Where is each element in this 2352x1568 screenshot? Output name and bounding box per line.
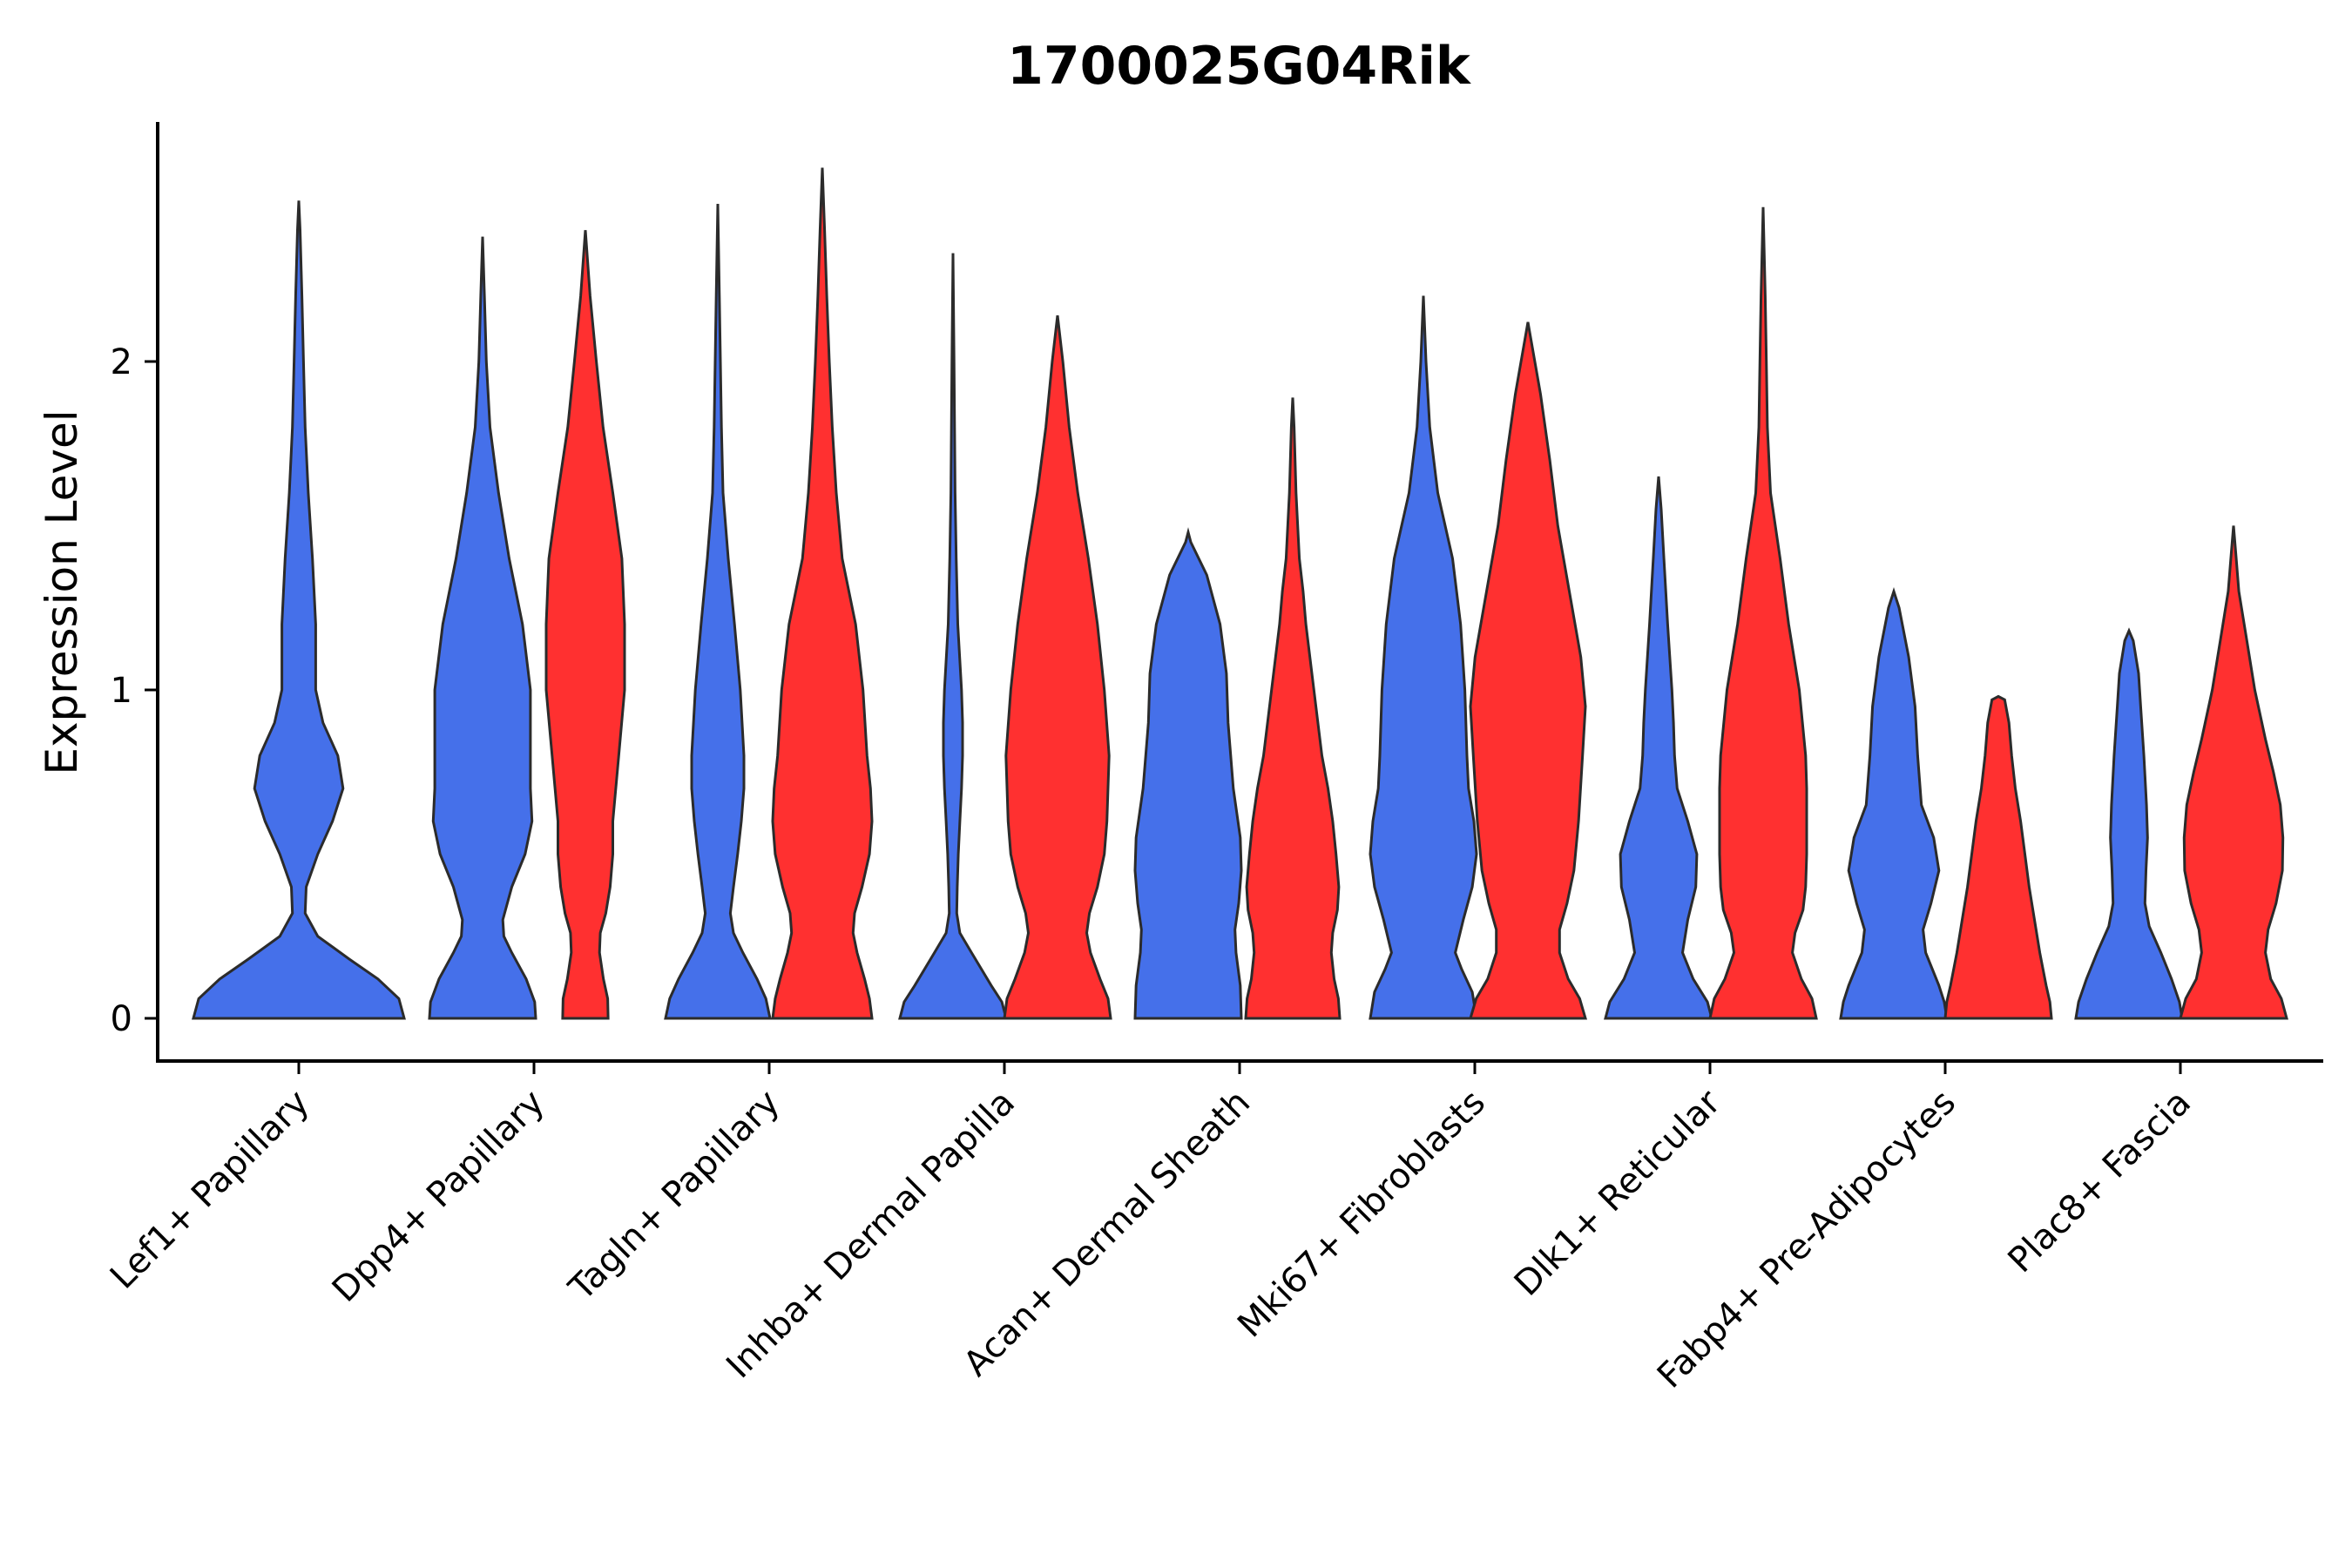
violin-group-1-2 bbox=[428, 236, 537, 1020]
x-tick-label: Lef1+ Papillary bbox=[103, 1083, 317, 1297]
violin-group-2-7 bbox=[1708, 206, 1818, 1020]
violin-group-2-8 bbox=[1943, 694, 2053, 1020]
violin-group-1-6 bbox=[1369, 295, 1478, 1020]
x-tick-label: Dpp4+ Papillary bbox=[325, 1083, 552, 1310]
violin-group-2-2 bbox=[544, 230, 626, 1020]
violin-group-1-8 bbox=[1839, 587, 1949, 1020]
violin-group-2-6 bbox=[1468, 321, 1588, 1020]
violin-group-1-1 bbox=[192, 200, 406, 1020]
violin-group-1-4 bbox=[898, 253, 1008, 1020]
x-ticks: Lef1+ Papillary Dpp4+ Papillary Tagln+ Pap… bbox=[103, 1061, 2199, 1396]
x-tick-label: Tagln+ Papillary bbox=[561, 1083, 787, 1309]
x-tick-label: Mki67+ Fibroblasts bbox=[1230, 1083, 1493, 1346]
y-ticks: 0 1 2 bbox=[111, 342, 158, 1039]
y-tick-label: 2 bbox=[111, 342, 132, 382]
violin-group-2-3 bbox=[771, 167, 874, 1020]
violin-group-1-7 bbox=[1604, 476, 1713, 1020]
violin-group-1-5 bbox=[1133, 527, 1243, 1020]
violin-layer bbox=[192, 167, 2288, 1020]
violin-group-2-4 bbox=[1003, 315, 1112, 1020]
x-tick-label: Plac8+ Fascia bbox=[2001, 1083, 2200, 1281]
y-tick-label: 0 bbox=[111, 999, 132, 1039]
violin-group-1-9 bbox=[2074, 627, 2184, 1020]
violin-group-1-3 bbox=[664, 203, 772, 1020]
chart-title: 1700025G04Rik bbox=[1007, 36, 1472, 97]
violin-group-2-9 bbox=[2179, 525, 2288, 1020]
y-axis-label: Expression Level bbox=[37, 409, 87, 774]
y-tick-label: 1 bbox=[111, 671, 132, 711]
x-tick-label: Dlk1+ Reticular bbox=[1507, 1082, 1729, 1304]
violin-group-2-5 bbox=[1244, 397, 1342, 1020]
